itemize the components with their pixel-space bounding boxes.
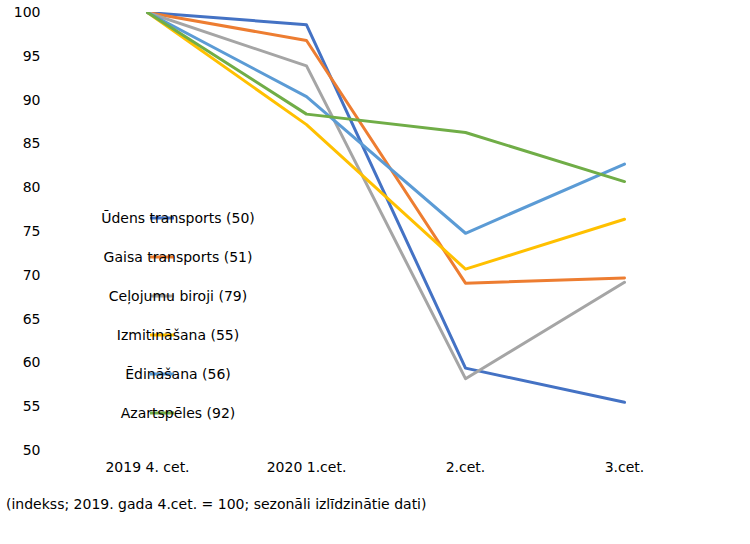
svg-text:75: 75 [23,223,41,239]
svg-text:Ceļojumu biroji (79): Ceļojumu biroji (79) [109,288,247,305]
svg-text:Izmitināšana (55): Izmitināšana (55) [117,327,239,343]
svg-text:65: 65 [23,311,41,327]
svg-text:2.cet.: 2.cet. [446,459,486,475]
svg-text:2019 4. cet.: 2019 4. cet. [105,459,189,475]
svg-text:70: 70 [23,267,41,283]
svg-text:100: 100 [14,4,41,20]
svg-text:Azartspēles (92): Azartspēles (92) [121,405,236,421]
svg-text:50: 50 [23,442,41,458]
html-text:(indekss; 2019. gada 4.cet. =: (indekss; 2019. gada 4.cet. = 100; sezon… [6,496,427,512]
svg-text:80: 80 [23,179,41,195]
svg-text:90: 90 [23,92,41,108]
svg-text:Ēdināšana (56): Ēdināšana (56) [125,366,231,382]
svg-text:85: 85 [23,135,41,151]
svg-text:95: 95 [23,48,41,64]
svg-text:60: 60 [23,354,41,370]
svg-text:Gaisa transports (51): Gaisa transports (51) [104,249,253,265]
svg-text:55: 55 [23,398,41,414]
svg-text:Ūdens transports (50): Ūdens transports (50) [101,210,255,226]
svg-text:2020 1.cet.: 2020 1.cet. [267,459,347,475]
svg-text:3.cet.: 3.cet. [605,459,645,475]
